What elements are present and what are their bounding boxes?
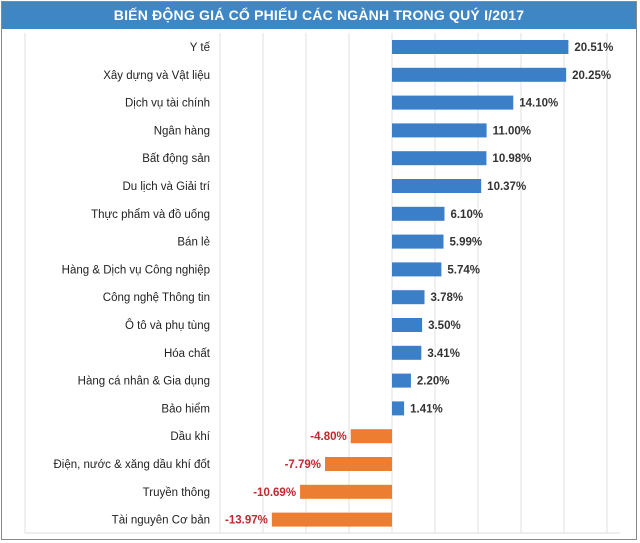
data-label: 10.98% (492, 153, 531, 165)
category-label: Ô tô và phụ tùng (125, 319, 210, 332)
data-label: -10.69% (253, 487, 296, 499)
category-label: Xây dựng và Vật liệu (103, 70, 210, 82)
bar (392, 345, 422, 360)
bar (392, 40, 569, 54)
category-label: Hóa chất (164, 348, 211, 360)
data-label: 6.10% (450, 209, 483, 221)
category-label: Bán lẻ (177, 237, 210, 249)
category-label: Dịch vụ tài chính (125, 98, 210, 110)
bar (392, 151, 487, 166)
data-label: 5.74% (447, 264, 480, 276)
bar (392, 95, 514, 110)
data-label: 2.20% (417, 376, 450, 388)
data-label: 5.99% (450, 237, 483, 249)
bar (325, 457, 392, 471)
data-label: 3.41% (427, 348, 460, 360)
category-label: Thực phẩm và đồ uống (91, 209, 210, 221)
data-label: 14.10% (519, 98, 558, 110)
data-label: 1.41% (410, 403, 443, 415)
bar (392, 318, 423, 332)
bar (392, 401, 405, 416)
bar (392, 179, 482, 193)
category-label: Y tế (190, 42, 211, 54)
category-label: Tài nguyên Cơ bản (112, 515, 210, 527)
bar (392, 262, 442, 277)
bar (350, 429, 392, 444)
category-label: Hàng cá nhân & Gia dụng (78, 376, 210, 388)
data-label: 20.51% (574, 42, 613, 54)
data-label: 3.78% (431, 292, 464, 304)
data-label: 3.50% (428, 320, 461, 332)
bar (392, 373, 411, 388)
bar (392, 290, 425, 305)
bar (300, 484, 392, 499)
chart-title: BIẾN ĐỘNG GIÁ CỔ PHIẾU CÁC NGÀNH TRONG Q… (2, 2, 636, 29)
data-label: -13.97% (225, 515, 268, 527)
category-label: Ngân hàng (154, 125, 210, 137)
bar (392, 234, 444, 249)
bar (392, 123, 487, 138)
data-label: 11.00% (493, 125, 531, 137)
data-label: 20.25% (572, 70, 611, 82)
bar (392, 67, 567, 82)
data-label: -4.80% (310, 431, 346, 443)
category-label: Du lịch và Giải trí (122, 181, 210, 193)
category-label: Công nghệ Thông tin (103, 292, 210, 304)
category-label: Hàng & Dịch vụ Công nghiệp (62, 264, 210, 276)
category-label: Dầu khí (170, 431, 210, 443)
category-label: Bất động sản (142, 153, 210, 165)
category-label: Điện, nước & xăng dầu khí đốt (53, 459, 210, 471)
category-label: Truyền thông (143, 487, 210, 499)
data-label: 10.37% (487, 181, 526, 193)
bar (271, 512, 392, 527)
bar (392, 206, 445, 221)
data-label: -7.79% (285, 459, 321, 471)
category-label: Bảo hiểm (161, 403, 210, 415)
